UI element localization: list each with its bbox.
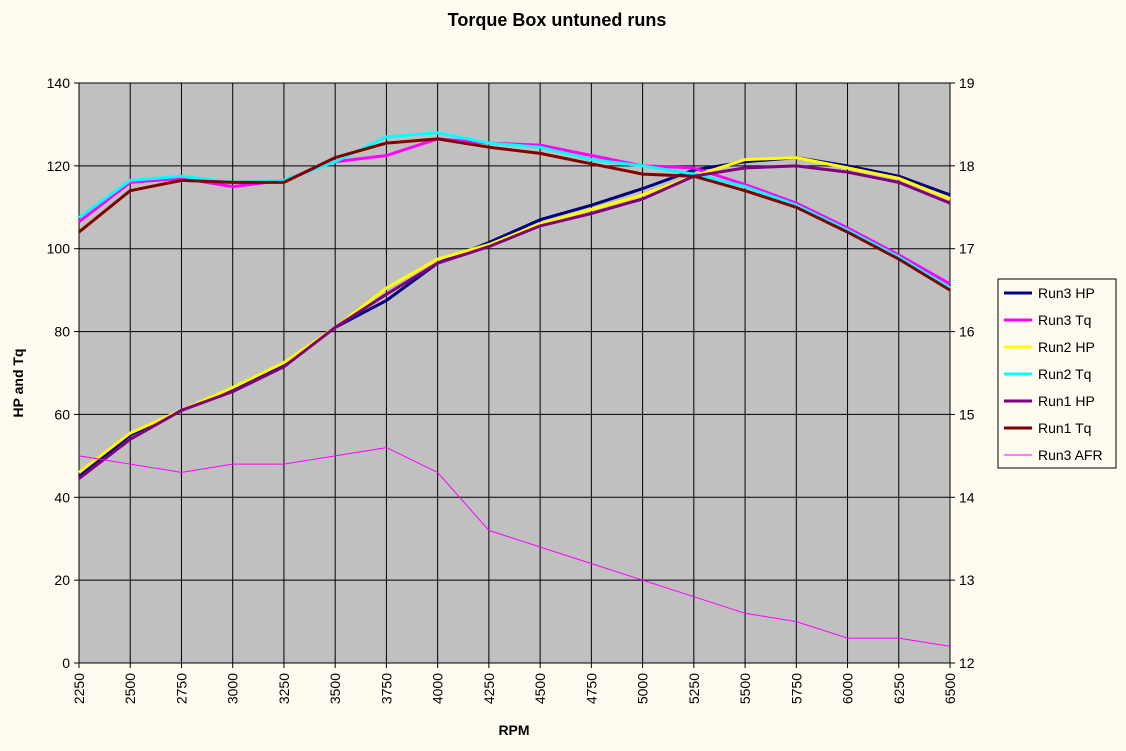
series-line-run1-tq (78, 137, 951, 292)
left-tick-label: 20 (54, 572, 70, 588)
legend: Run3 HP Run3 Tq Run2 HP Run2 Tq Run1 HP Run1 … (997, 278, 1117, 469)
left-tick-label: 80 (54, 324, 70, 340)
legend-label-run3-afr: Run3 AFR (1038, 447, 1103, 463)
x-axis-title: RPM (498, 722, 529, 738)
left-tick-label: 60 (54, 406, 70, 422)
x-tick-label: 5500 (737, 673, 753, 704)
right-tick-label: 14 (959, 489, 975, 505)
left-axis-ticks: 0 20 40 60 80 100 120 140 (47, 75, 79, 671)
x-tick-label: 5250 (686, 673, 702, 704)
x-tick-label: 4250 (481, 673, 497, 704)
left-tick-label: 100 (47, 241, 71, 257)
right-tick-label: 18 (959, 158, 975, 174)
series-lines (78, 131, 951, 647)
left-tick-label: 140 (47, 75, 71, 91)
legend-label-run1-tq: Run1 Tq (1038, 420, 1091, 436)
x-axis-ticks: 2250 2500 2750 3000 3250 3500 3750 4000 4250 4500… (71, 663, 958, 704)
legend-label-run3-tq: Run3 Tq (1038, 312, 1091, 328)
x-tick-label: 6000 (840, 673, 856, 704)
x-tick-label: 2750 (173, 673, 189, 704)
grid-lines (79, 83, 950, 663)
right-tick-label: 13 (959, 572, 975, 588)
x-tick-label: 4500 (532, 673, 548, 704)
right-tick-label: 19 (959, 75, 975, 91)
right-tick-label: 12 (959, 655, 975, 671)
x-tick-label: 3750 (378, 673, 394, 704)
x-tick-label: 2250 (71, 673, 87, 704)
x-tick-label: 3250 (276, 673, 292, 704)
legend-label-run2-hp: Run2 HP (1038, 339, 1095, 355)
left-tick-label: 40 (54, 489, 70, 505)
x-tick-label: 4750 (583, 673, 599, 704)
right-tick-label: 16 (959, 324, 975, 340)
series-line-run3-afr (78, 447, 951, 647)
x-tick-label: 3000 (225, 673, 241, 704)
x-tick-label: 3500 (327, 673, 343, 704)
x-tick-label: 5000 (635, 673, 651, 704)
x-tick-label: 5750 (788, 673, 804, 704)
right-tick-label: 17 (959, 241, 975, 257)
chart-title: Torque Box untuned runs (448, 10, 667, 30)
legend-label-run1-hp: Run1 HP (1038, 393, 1095, 409)
x-tick-label: 6250 (891, 673, 907, 704)
left-tick-label: 120 (47, 158, 71, 174)
x-tick-label: 6500 (942, 673, 958, 704)
y-axis-title: HP and Tq (10, 349, 26, 418)
legend-label-run3-hp: Run3 HP (1038, 285, 1095, 301)
plot-area (78, 82, 951, 664)
legend-label-run2-tq: Run2 Tq (1038, 366, 1091, 382)
right-tick-label: 15 (959, 406, 975, 422)
x-tick-label: 4000 (430, 673, 446, 704)
left-tick-label: 0 (62, 655, 70, 671)
x-tick-label: 2500 (122, 673, 138, 704)
right-axis-ticks: 12 13 14 15 16 17 18 19 (950, 75, 975, 671)
series-line-run2-hp (78, 156, 951, 474)
series-line-run1-hp (78, 164, 951, 480)
